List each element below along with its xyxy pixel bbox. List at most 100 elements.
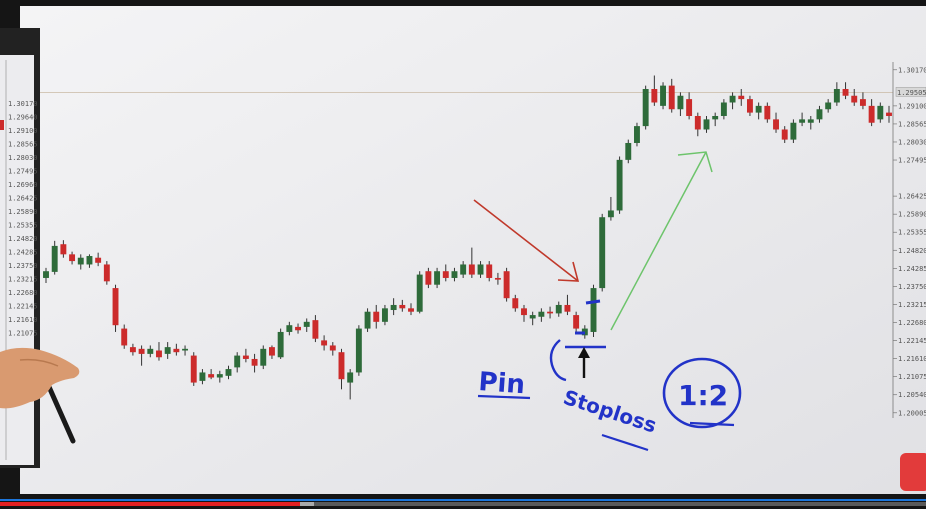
bearish-candle <box>773 119 779 130</box>
bullish-candle <box>825 102 832 110</box>
price-axis: 1.30170 1.29100 1.28565 1.28030 1.27495 1.264… <box>892 62 926 418</box>
bearish-candle <box>486 264 493 278</box>
bullish-candle <box>833 88 840 103</box>
bearish-candle <box>69 254 76 262</box>
bullish-candle <box>164 347 171 354</box>
bearish-candle <box>295 326 301 331</box>
bullish-candle <box>277 331 284 358</box>
bullish-candle <box>538 311 545 317</box>
bearish-candle <box>686 99 693 116</box>
bearish-candle <box>694 115 701 130</box>
bearish-candle <box>138 348 145 354</box>
bullish-candle <box>816 109 823 120</box>
bearish-candle <box>121 328 128 346</box>
bearish-candle <box>573 315 580 329</box>
bearish-candle <box>129 347 136 353</box>
bullish-candle <box>381 308 388 322</box>
up-arrow-icon <box>578 347 590 378</box>
bullish-candle <box>86 256 93 265</box>
side-tick-label: 1.28030 <box>8 154 38 162</box>
bullish-candle <box>755 105 762 113</box>
bullish-candle <box>199 372 206 381</box>
bearish-candle <box>468 264 475 275</box>
video-progress[interactable] <box>0 499 926 506</box>
bullish-candle <box>216 374 223 378</box>
pin-label: Pin <box>478 367 526 400</box>
bearish-candle <box>425 271 432 285</box>
bearish-candle <box>112 288 119 326</box>
bullish-candle <box>642 88 649 127</box>
bullish-candle <box>790 122 797 140</box>
side-tick-label: 1.21075 <box>8 330 38 338</box>
bearish-candle <box>851 95 858 103</box>
bullish-candle <box>712 115 719 120</box>
price-tick-label: 1.25890 <box>898 211 926 219</box>
side-tick-label: 1.28565 <box>8 141 38 149</box>
bearish-candle <box>564 304 571 312</box>
bullish-candle <box>729 95 736 103</box>
bullish-candle <box>347 372 354 383</box>
price-tick-label: 1.23750 <box>898 283 926 291</box>
red-arrow <box>473 199 580 282</box>
side-tick-label: 1.22680 <box>8 289 38 297</box>
bullish-candle <box>460 264 467 275</box>
bullish-candle <box>303 321 310 327</box>
bearish-candle <box>764 105 771 120</box>
bullish-candle <box>799 119 806 123</box>
bullish-candle <box>607 210 614 218</box>
bearish-candle <box>321 340 328 346</box>
price-tick-label: 1.29100 <box>898 102 926 110</box>
bearish-candle <box>842 88 849 96</box>
bearish-candle <box>521 308 527 316</box>
candlestick-series <box>43 75 892 400</box>
price-tick-label: 1.27495 <box>898 157 926 165</box>
bearish-candle <box>338 352 345 380</box>
bullish-candle <box>616 159 623 211</box>
bearish-candle <box>886 112 892 116</box>
presenter-hand <box>0 347 80 444</box>
bullish-candle <box>51 245 58 272</box>
bearish-candle <box>746 99 753 113</box>
bullish-candle <box>703 119 710 130</box>
bullish-candle <box>390 304 397 311</box>
stop-mark <box>585 299 601 305</box>
side-tick-label: 1.24285 <box>8 249 38 257</box>
side-tick-label: 1.23215 <box>8 276 38 284</box>
bearish-candle <box>269 347 275 356</box>
side-tick-label: 1.25355 <box>8 222 38 230</box>
bullish-candle <box>529 315 536 319</box>
bullish-candle <box>234 355 241 368</box>
bearish-candle <box>312 320 319 339</box>
bearish-candle <box>868 105 875 123</box>
price-tick-label: 1.26425 <box>898 193 926 201</box>
side-tick-label: 1.22145 <box>8 303 38 311</box>
ratio-label: 1:2 <box>678 379 728 412</box>
bracket-mark <box>549 339 567 382</box>
bullish-candle <box>434 271 441 285</box>
price-tick-label: 1.30170 <box>898 66 926 74</box>
play-button[interactable] <box>900 453 926 491</box>
bearish-candle <box>408 308 414 312</box>
bullish-candle <box>182 348 189 351</box>
bearish-candle <box>103 264 110 282</box>
bullish-candle <box>555 304 562 314</box>
bearish-candle <box>373 311 380 322</box>
bearish-candle <box>494 277 501 280</box>
current-price-label: 1.29505 <box>897 89 926 97</box>
price-tick-label: 1.21610 <box>898 355 926 363</box>
bullish-candle <box>147 348 154 354</box>
side-tick-label: 1.23750 <box>8 262 38 270</box>
side-tick-label: 1.26960 <box>8 181 38 189</box>
price-tick-label: 1.22145 <box>898 337 926 345</box>
bullish-candle <box>720 102 727 116</box>
bullish-candle <box>286 325 293 332</box>
side-tick-label: 1.24820 <box>8 235 38 243</box>
bullish-candle <box>660 85 666 106</box>
price-tick-label: 1.24820 <box>898 247 926 255</box>
bearish-candle <box>60 244 67 255</box>
bullish-candle <box>625 142 632 160</box>
side-tick-label: 1.21610 <box>8 316 38 324</box>
side-tick-label: 1.25890 <box>8 208 38 216</box>
bullish-candle <box>877 105 884 120</box>
